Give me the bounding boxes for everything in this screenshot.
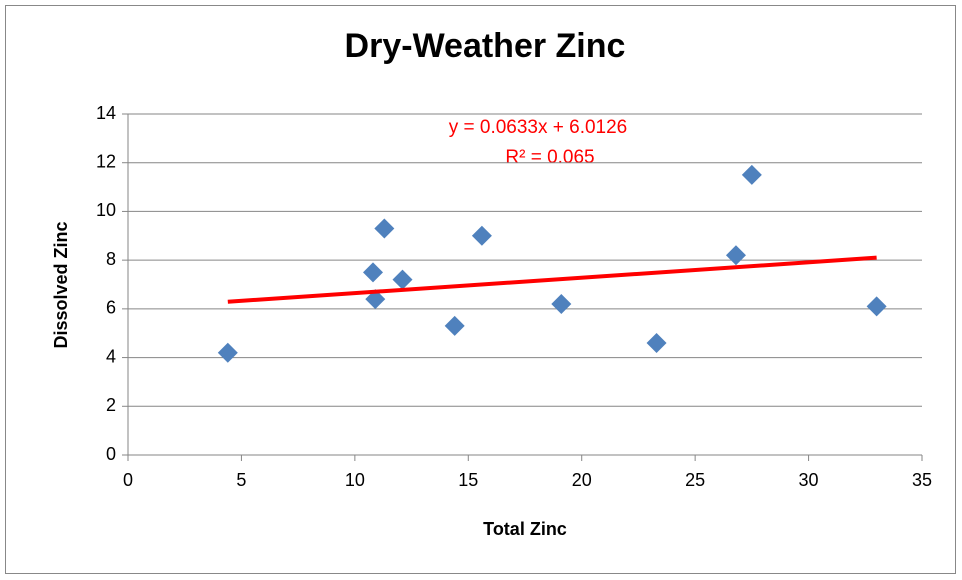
scatter-point [551,293,572,314]
chart-title: Dry-Weather Zinc [345,27,626,65]
scatter-point [471,225,492,246]
scatter-point [392,269,413,290]
chart-border [5,5,956,574]
x-tick-label: 5 [236,470,246,490]
x-tick-label: 20 [572,470,592,490]
y-tick-label: 14 [96,103,116,123]
trendline-r2: R² = 0.065 [505,147,594,168]
trendline [227,255,877,304]
x-tick-label: 25 [685,470,705,490]
x-tick-label: 15 [458,470,478,490]
scatter-point [725,245,746,266]
scatter-point [646,332,667,353]
y-tick-label: 8 [106,249,116,269]
scatter-point [363,262,384,283]
trendline-equation: y = 0.0633x + 6.0126 [449,117,628,138]
scatter-point [444,315,465,336]
y-axis-label: Dissolved Zinc [51,221,71,348]
y-tick-label: 0 [106,444,116,464]
scatter-point [365,289,386,310]
y-tick-label: 2 [106,395,116,415]
x-axis-label: Total Zinc [483,519,567,539]
y-tick-label: 10 [96,200,116,220]
scatter-point [374,218,395,239]
x-tick-label: 30 [799,470,819,490]
x-tick-label: 35 [912,470,932,490]
x-tick-label: 0 [123,470,133,490]
x-tick-label: 10 [345,470,365,490]
scatter-point [741,164,762,185]
y-tick-label: 4 [106,346,116,366]
scatter-point [866,296,887,317]
y-tick-label: 6 [106,298,116,318]
scatter-point [217,342,238,363]
y-tick-label: 12 [96,151,116,171]
